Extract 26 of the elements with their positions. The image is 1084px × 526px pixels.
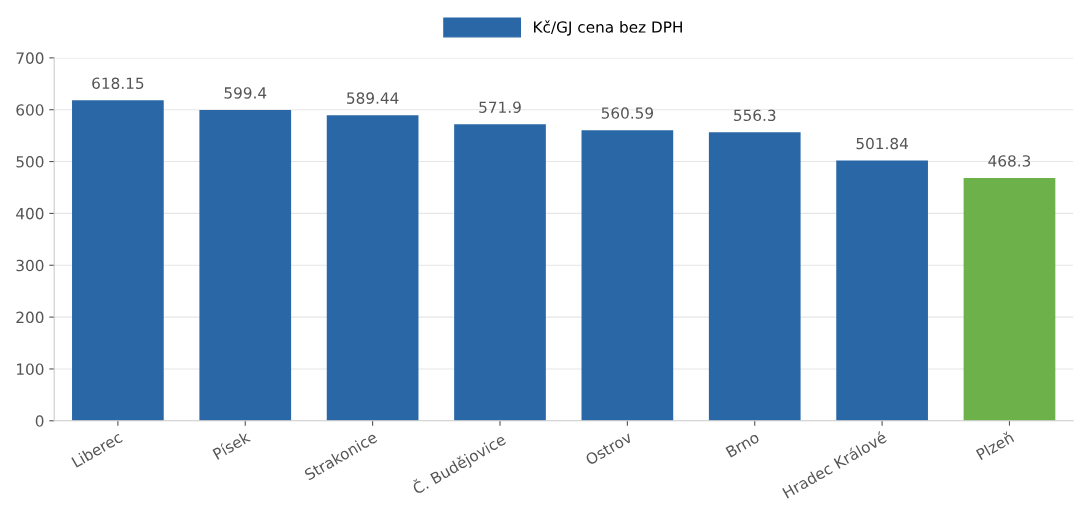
bar [836,160,928,421]
bar [199,110,292,421]
data-label: 589.44 [347,92,399,104]
bar [454,124,546,421]
y-tick-label: 100 [16,363,44,375]
bar [72,100,164,421]
y-tick-label: 400 [16,207,44,220]
bar [708,132,801,421]
data-label: 560.59 [601,107,654,119]
bar [963,177,1056,421]
x-tick-label: Brno [725,431,760,458]
bar [326,115,419,421]
data-label: 599.4 [224,87,267,99]
y-tick-label: 700 [16,52,44,64]
data-label: 571.9 [479,101,521,113]
y-tick-label: 600 [16,104,44,116]
y-tick-label: 500 [16,156,44,168]
y-tick-label: 300 [16,259,44,272]
data-label: 556.3 [734,109,776,122]
legend-label: Kč/GJ cena bez DPH [534,20,682,36]
bar [581,130,674,421]
data-label: 501.84 [856,137,908,150]
y-tick-label: 0 [35,415,44,427]
data-label: 618.15 [92,77,144,89]
data-label: 468.3 [988,155,1031,167]
y-tick-label: 200 [16,311,44,324]
